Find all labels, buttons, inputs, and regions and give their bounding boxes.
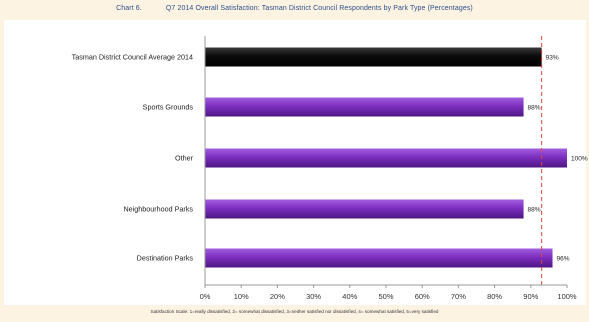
bar-tasman-district-council-average-2014 [205, 47, 542, 67]
category-label-sports-grounds: Sports Grounds [143, 103, 194, 112]
x-tick-label-30: 30% [306, 292, 321, 301]
value-label-other: 100% [571, 156, 588, 163]
x-tick-label-20: 20% [270, 292, 285, 301]
x-tick-label-40: 40% [342, 292, 357, 301]
bar-other [205, 148, 567, 168]
x-tick-label-100: 100% [557, 292, 577, 301]
x-tick-label-70: 70% [451, 292, 466, 301]
category-label-other: Other [175, 154, 194, 163]
value-label-sports-grounds: 88% [528, 105, 541, 112]
value-label-destination-parks: 96% [557, 256, 570, 263]
chart-title: Q7 2014 Overall Satisfaction: Tasman Dis… [165, 5, 473, 12]
x-tick-label-60: 60% [415, 292, 430, 301]
x-tick-label-10: 10% [234, 292, 249, 301]
bar-destination-parks [205, 248, 553, 268]
value-label-tasman-district-council-average-2014: 93% [546, 55, 559, 62]
bar-neighbourhood-parks [205, 199, 524, 219]
satisfaction-scale-footnote: Satisfaction Scale: 1=really dissatisfie… [150, 309, 439, 314]
category-label-neighbourhood-parks: Neighbourhood Parks [123, 205, 193, 214]
bar-sports-grounds [205, 97, 524, 117]
chart-number: Chart 6. [116, 5, 142, 12]
category-label-destination-parks: Destination Parks [137, 254, 194, 263]
x-tick-label-80: 80% [487, 292, 502, 301]
x-tick-label-90: 90% [523, 292, 538, 301]
value-label-neighbourhood-parks: 88% [528, 207, 541, 214]
chart-header: Chart 6. Q7 2014 Overall Satisfaction: T… [0, 5, 589, 19]
x-tick-label-0: 0% [200, 292, 211, 301]
x-tick-label-50: 50% [378, 292, 393, 301]
category-label-tasman-district-council-average-2014: Tasman District Council Average 2014 [72, 53, 193, 62]
